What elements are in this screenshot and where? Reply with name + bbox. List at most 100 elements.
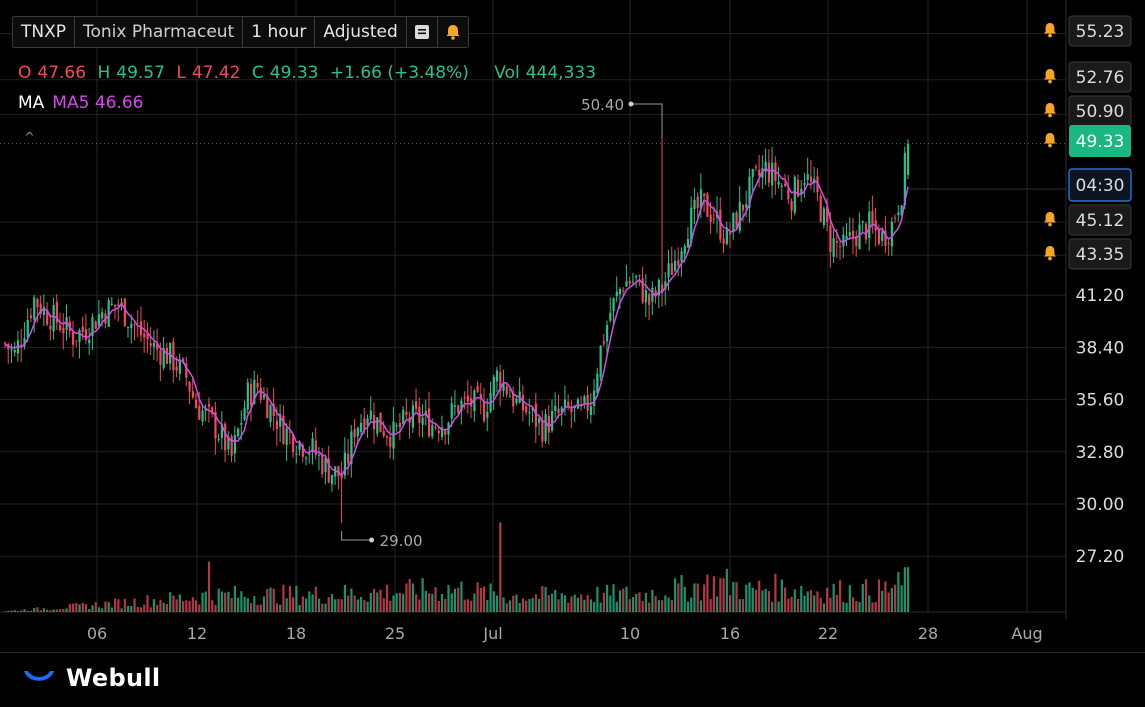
x-tick-label: 28: [918, 624, 938, 643]
candle-body: [628, 280, 631, 284]
volume-bar: [385, 584, 389, 612]
brand-name: Webull: [66, 664, 161, 692]
volume-bar: [305, 598, 308, 612]
candle-body: [33, 297, 36, 320]
volume-bar: [871, 602, 874, 612]
volume-bar: [162, 602, 165, 612]
candle-body: [784, 183, 787, 187]
volume-bar: [839, 580, 842, 612]
candle-body: [285, 428, 288, 445]
volume-bar: [434, 587, 437, 612]
candle-body: [220, 424, 224, 438]
collapse-caret[interactable]: ^: [24, 131, 35, 146]
volume-bar: [738, 599, 741, 612]
volume-bar: [230, 598, 233, 612]
candle-body: [353, 428, 356, 438]
ticker-button[interactable]: TNXP: [13, 17, 75, 47]
candle-body: [314, 440, 317, 456]
candle-body: [191, 391, 194, 398]
volume-bar: [52, 609, 55, 612]
volume-bar: [602, 592, 605, 612]
current-price-tag[interactable]: [1069, 125, 1131, 157]
candle-body: [107, 300, 110, 327]
volume-bar: [881, 590, 884, 612]
volume-bar: [735, 582, 738, 612]
candle-body: [188, 382, 191, 392]
candle-body: [279, 413, 282, 427]
volume-bar: [33, 607, 36, 612]
volume-bar: [191, 597, 194, 612]
bell-icon[interactable]: [1044, 23, 1056, 38]
volume-bar: [68, 604, 71, 612]
candle-body: [311, 438, 314, 453]
candle-body: [405, 411, 408, 415]
high-marker-line: [631, 103, 663, 138]
volume-bar: [521, 598, 525, 612]
price-axis-label: 41.20: [1076, 286, 1125, 306]
volume-bar: [457, 587, 460, 612]
volume-bar: [890, 588, 894, 612]
volume-bar: [405, 583, 408, 612]
candle-body: [690, 207, 693, 244]
bell-icon[interactable]: [1044, 69, 1056, 84]
volume-bar: [690, 597, 693, 612]
candle-body: [486, 411, 489, 418]
volume-bar: [547, 595, 550, 612]
volume-bar: [220, 591, 224, 612]
candle-body: [324, 457, 327, 473]
volume-bar: [803, 595, 806, 612]
candle-body: [894, 217, 897, 219]
candle-body: [59, 325, 62, 331]
volume-bar: [722, 578, 725, 612]
volume-bar: [126, 606, 130, 612]
bell-icon[interactable]: [1044, 103, 1056, 118]
volume-bar: [402, 593, 405, 612]
volume-bar: [560, 593, 563, 612]
volume-bar: [476, 582, 479, 612]
volume-bar: [411, 583, 415, 612]
volume-bar: [767, 590, 771, 612]
volume-bar: [483, 586, 486, 612]
volume-bar: [311, 594, 314, 612]
volume-bar: [819, 597, 822, 612]
volume-bar: [224, 592, 227, 612]
company-name[interactable]: Tonix Pharmaceut: [75, 17, 244, 47]
bell-icon[interactable]: [438, 17, 468, 47]
bell-icon[interactable]: [1044, 246, 1056, 261]
candle-body: [437, 430, 440, 434]
alert-price-tag[interactable]: [1068, 61, 1132, 93]
volume-bar: [88, 609, 91, 612]
volume-bar: [670, 599, 673, 612]
candle-body: [175, 366, 178, 371]
bell-icon[interactable]: [1044, 133, 1056, 148]
volume-bar: [780, 579, 783, 612]
adjustment-selector[interactable]: Adjusted: [315, 17, 407, 47]
volume-bar: [301, 596, 304, 612]
volume-bar: [686, 601, 690, 612]
volume-bar: [136, 607, 139, 612]
candle-body: [525, 406, 528, 413]
alert-price-tag[interactable]: [1068, 15, 1132, 47]
volume-bar: [372, 588, 376, 612]
volume-bar: [107, 602, 110, 612]
candle-body: [771, 162, 774, 186]
volume-bar: [907, 567, 910, 612]
bell-icon[interactable]: [1044, 212, 1056, 227]
volume-bar: [259, 604, 262, 612]
candle-body: [596, 373, 599, 393]
candle-body: [738, 201, 741, 231]
interval-selector[interactable]: 1 hour: [243, 17, 316, 47]
volume-bar: [152, 599, 156, 612]
candle-body: [347, 453, 350, 464]
candle-body: [269, 405, 272, 422]
menu-icon[interactable]: [407, 17, 438, 47]
low-value: 47.42: [191, 63, 241, 83]
volume-bar: [654, 596, 657, 612]
alert-price-tag[interactable]: [1068, 204, 1132, 236]
alert-price-tag[interactable]: [1068, 238, 1132, 270]
volume-bar: [7, 610, 10, 612]
ma-indicator[interactable]: MA MA5 46.66: [18, 93, 143, 113]
volume-bar: [240, 591, 243, 612]
